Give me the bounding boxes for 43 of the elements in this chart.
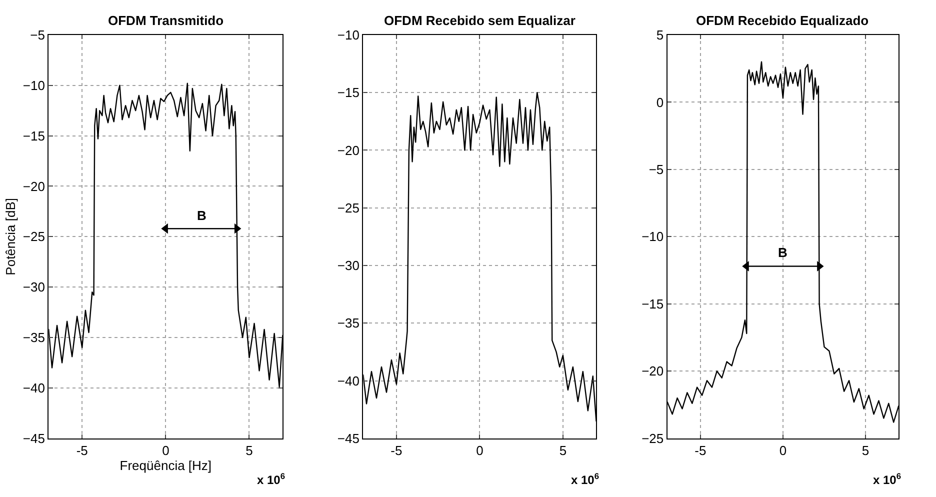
y-tick-label: −20 — [337, 142, 360, 158]
y-tick-label: −20 — [22, 178, 45, 194]
x-tick-label: 0 — [476, 443, 484, 458]
y-tick-label: −10 — [337, 28, 360, 43]
y-tick-label: −20 — [642, 364, 664, 379]
x-tick-label: 5 — [862, 443, 870, 458]
y-tick-label: −10 — [22, 78, 45, 93]
y-tick-label: −30 — [22, 280, 45, 295]
y-tick-label: −25 — [642, 430, 664, 446]
series-label: B — [778, 245, 788, 260]
x-tick-label: 5 — [559, 443, 567, 458]
y-axis-title: Potência [dB] — [2, 198, 18, 276]
x-axis-title: Freqüência [Hz] — [120, 458, 212, 474]
text: x 10$^{6}$ — [257, 471, 286, 488]
x-tick-label: -5 — [390, 443, 402, 458]
y-tick-label: −10 — [642, 229, 664, 244]
text: x 10$^{6}$ — [571, 471, 600, 488]
text: x 10$^{6}$ — [873, 471, 902, 488]
y-tick-label: −40 — [22, 380, 45, 396]
x-tick-label: 5 — [246, 443, 253, 458]
y-tick-label: 0 — [656, 94, 664, 110]
x-tick-label: 0 — [162, 443, 170, 458]
y-tick-label: −35 — [337, 316, 360, 331]
y-tick-label: −5 — [30, 28, 45, 43]
x-tick-label: -5 — [694, 443, 706, 458]
y-tick-label: 5 — [656, 28, 664, 43]
y-tick-label: −30 — [337, 258, 360, 274]
series-label: B — [197, 208, 206, 223]
y-tick-label: −5 — [648, 162, 664, 177]
y-tick-label: −45 — [337, 430, 360, 446]
y-tick-label: −15 — [337, 85, 360, 100]
y-tick-label: −25 — [337, 200, 360, 216]
y-tick-label: −15 — [22, 128, 45, 144]
y-tick-label: −35 — [22, 330, 45, 346]
chart-title: OFDM Recebido Equalizado — [696, 13, 869, 28]
x-tick-label: -5 — [76, 443, 88, 458]
y-tick-label: −45 — [22, 430, 45, 446]
x-tick-label: 0 — [779, 443, 787, 458]
y-tick-label: −40 — [337, 373, 360, 388]
y-tick-label: −15 — [642, 296, 664, 312]
chart-title: OFDM Transmitido — [108, 13, 224, 28]
chart-title: OFDM Recebido sem Equalizar — [384, 13, 576, 28]
y-tick-label: −25 — [22, 229, 45, 244]
